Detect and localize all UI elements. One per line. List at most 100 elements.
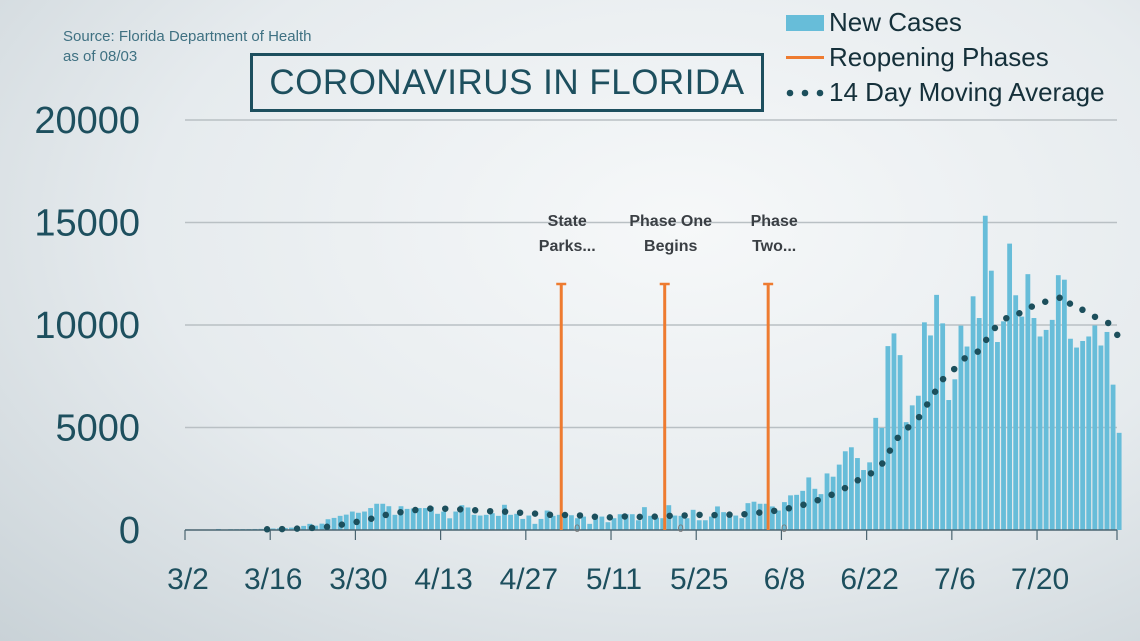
bar-new-cases <box>684 518 690 530</box>
y-tick-label: 20000 <box>34 100 140 142</box>
bar-new-cases <box>922 322 927 530</box>
bar-new-cases <box>848 447 854 530</box>
bar-new-cases <box>830 476 836 530</box>
bar-new-cases <box>715 506 720 530</box>
bar-new-cases <box>648 515 653 530</box>
x-tick-label: 4/13 <box>414 563 472 596</box>
bar-new-cases <box>532 523 538 530</box>
bar-new-cases <box>520 518 526 530</box>
line-swatch-icon <box>785 56 825 59</box>
bar-new-cases <box>562 514 568 530</box>
bar-new-cases <box>599 516 605 530</box>
bar-new-cases <box>1025 274 1031 530</box>
bar-new-cases <box>575 518 580 530</box>
bar-new-cases <box>1013 295 1019 530</box>
bar-new-cases <box>988 270 994 530</box>
bar-new-cases <box>970 296 976 530</box>
bar-new-cases <box>885 346 891 530</box>
bar-new-cases <box>879 427 885 530</box>
bar-new-cases <box>678 515 684 530</box>
bar-new-cases <box>404 508 410 530</box>
bar-new-cases <box>654 517 660 530</box>
bar-new-cases <box>1068 338 1073 530</box>
legend-item-reopening-phases: Reopening Phases <box>785 40 1105 75</box>
bar-new-cases <box>611 518 617 530</box>
bar-new-cases <box>477 515 483 530</box>
bar-new-cases <box>459 505 465 530</box>
bar-new-cases <box>727 513 733 530</box>
bar-new-cases <box>1049 319 1055 530</box>
bar-new-cases <box>940 323 946 530</box>
phase-label: Parks... <box>539 238 596 255</box>
bar-new-cases <box>915 395 921 530</box>
moving-average-line <box>263 291 1123 533</box>
bar-new-cases <box>605 522 611 530</box>
x-tick-label: 5/25 <box>670 563 728 596</box>
bar-new-cases <box>544 510 550 530</box>
bar-new-cases <box>538 518 544 530</box>
bar-new-cases <box>769 506 775 530</box>
bar-new-cases <box>380 503 386 530</box>
chart-title: CORONAVIRUS IN FLORIDA <box>250 53 764 112</box>
bar-new-cases <box>1110 384 1116 530</box>
bar-new-cases <box>489 513 495 530</box>
x-tick-label: 7/6 <box>934 563 976 596</box>
bar-new-cases <box>502 504 507 530</box>
bar-new-cases <box>319 523 325 530</box>
bar-new-cases <box>1007 243 1013 531</box>
bar-new-cases <box>1001 321 1006 530</box>
bar-new-cases <box>995 342 1000 530</box>
bar-new-cases <box>982 215 988 531</box>
bar-new-cases <box>696 520 702 530</box>
y-tick-label: 10000 <box>34 305 140 347</box>
bar-new-cases <box>301 525 307 530</box>
bar-new-cases <box>416 508 422 530</box>
bar-new-cases <box>471 514 477 530</box>
bar-new-cases <box>1098 345 1104 530</box>
legend: New Cases Reopening Phases 14 Day Moving… <box>785 5 1105 110</box>
bar-new-cases <box>794 494 799 530</box>
bar-new-cases <box>757 503 763 530</box>
y-tick-label: 15000 <box>34 203 140 245</box>
bar-new-cases <box>410 508 416 530</box>
bar-new-cases <box>739 518 745 530</box>
bar-new-cases <box>812 488 818 530</box>
bar-new-cases <box>818 494 824 530</box>
bar-new-cases <box>903 422 909 530</box>
bar-new-cases <box>593 514 599 530</box>
bar-new-cases <box>635 520 641 530</box>
y-tick-label: 5000 <box>55 408 140 450</box>
bar-new-cases <box>629 514 635 530</box>
bar-new-cases <box>453 511 459 530</box>
bar-new-cases <box>435 513 440 530</box>
bar-new-cases <box>1116 432 1122 530</box>
bar-new-cases <box>441 511 447 530</box>
bar-new-cases <box>672 515 678 530</box>
bar-new-cases <box>928 335 933 530</box>
bar-new-cases <box>289 527 294 530</box>
legend-label: New Cases <box>829 7 962 37</box>
bar-new-cases <box>1104 331 1110 530</box>
phase-data-label: 0 <box>574 523 580 535</box>
bar-new-cases <box>1092 325 1098 530</box>
x-tick-label: 5/11 <box>586 563 642 596</box>
legend-label: Reopening Phases <box>829 42 1049 72</box>
bar-new-cases <box>508 514 513 530</box>
bar-new-cases <box>855 458 860 530</box>
phase-label: Two... <box>752 238 796 255</box>
bar-new-cases <box>1086 336 1092 530</box>
bar-new-cases <box>343 514 349 530</box>
legend-label: 14 Day Moving Average <box>829 77 1105 107</box>
y-tick-label: 0 <box>119 510 140 552</box>
bar-new-cases <box>362 511 367 530</box>
bar-new-cases <box>775 510 781 530</box>
bar-new-cases <box>1055 275 1061 530</box>
bar-new-cases <box>1074 347 1079 530</box>
bar-new-cases <box>952 379 958 530</box>
bar-new-cases <box>976 318 982 530</box>
bar-new-cases <box>526 515 532 530</box>
phase-data-label: 0 <box>781 523 787 535</box>
bar-new-cases <box>702 520 708 530</box>
bar-new-cases <box>642 507 647 530</box>
bar-new-cases <box>447 518 453 530</box>
